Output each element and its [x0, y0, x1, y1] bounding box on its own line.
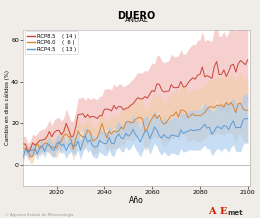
Text: ANUAL: ANUAL [125, 17, 148, 23]
Y-axis label: Cambio en dias cálidos (%): Cambio en dias cálidos (%) [4, 70, 10, 145]
Text: A: A [208, 207, 216, 216]
Text: E: E [220, 207, 227, 216]
Text: © Agencia Estatal de Meteorología: © Agencia Estatal de Meteorología [5, 213, 74, 217]
Text: met: met [227, 210, 243, 216]
Title: DUERO: DUERO [118, 11, 156, 21]
Legend: RCP8.5    ( 14 ), RCP6.0    (  6 ), RCP4.5    ( 13 ): RCP8.5 ( 14 ), RCP6.0 ( 6 ), RCP4.5 ( 13… [25, 31, 78, 54]
X-axis label: Año: Año [129, 196, 144, 205]
